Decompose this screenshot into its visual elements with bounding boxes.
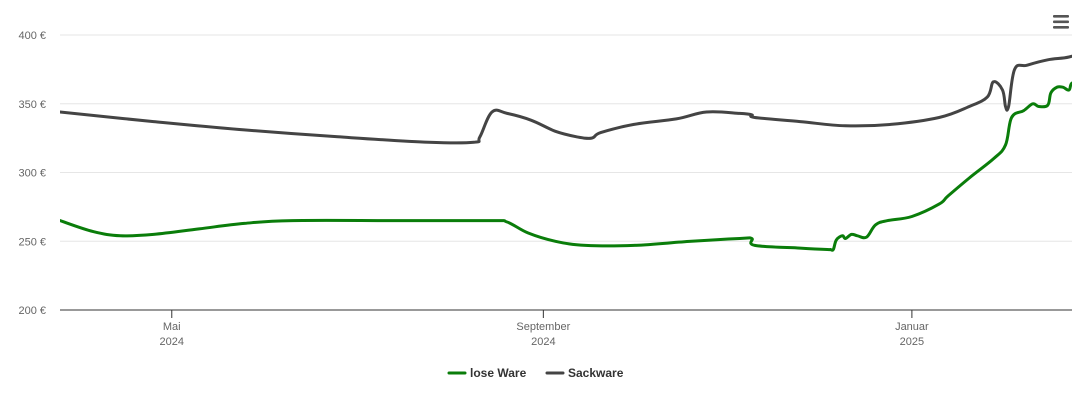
x-tick-label: Januar <box>895 321 929 333</box>
x-axis-ticks: Mai 2024 September 2024 Januar 2025 <box>160 310 929 348</box>
x-tick-year-label: 2024 <box>531 336 555 348</box>
y-axis-tick-labels: 200 € 250 € 300 € 350 € 400 € <box>18 30 46 317</box>
legend-label-lose-ware: lose Ware <box>470 366 527 380</box>
x-tick-label: Mai <box>163 321 181 333</box>
y-tick-label: 400 € <box>18 30 46 42</box>
series-lines <box>60 50 1082 252</box>
legend-item-lose-ware[interactable]: lose Ware <box>447 366 527 380</box>
legend-item-sackware[interactable]: Sackware <box>545 366 624 380</box>
x-tick-year-label: 2025 <box>900 336 924 348</box>
y-tick-label: 200 € <box>18 305 46 317</box>
y-tick-label: 300 € <box>18 168 46 180</box>
legend: lose Ware Sackware <box>447 366 624 380</box>
y-tick-label: 350 € <box>18 99 46 111</box>
grid-lines <box>60 34 1072 242</box>
legend-label-sackware: Sackware <box>568 366 624 380</box>
y-tick-label: 250 € <box>18 236 46 248</box>
x-tick-label: September <box>516 321 570 333</box>
hamburger-menu-icon[interactable] <box>1046 8 1074 36</box>
x-tick-year-label: 2024 <box>160 336 184 348</box>
series-line-lose-ware[interactable] <box>60 81 1082 252</box>
series-line-sackware[interactable] <box>60 50 1082 145</box>
